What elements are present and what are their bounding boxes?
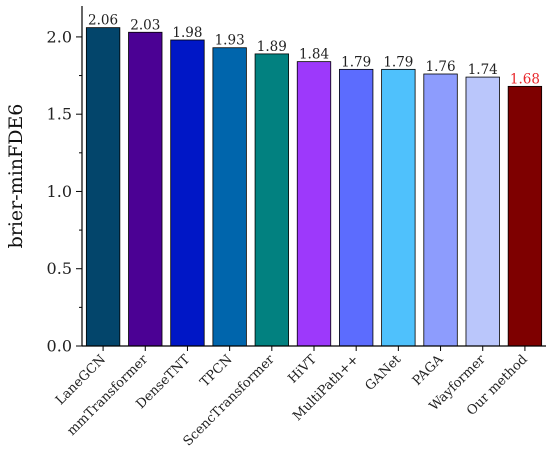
bars-group	[85, 27, 543, 347]
category-label: PAGA	[410, 352, 447, 389]
value-label: 1.74	[468, 62, 498, 78]
y-tick-label: 0.0	[47, 337, 72, 356]
bar-lanegcn	[85, 27, 121, 347]
bar-wayformer	[465, 76, 500, 347]
category-label: TPCN	[197, 352, 235, 390]
value-label: 1.79	[341, 54, 371, 70]
y-axis-title: brier-minFDE6	[5, 104, 27, 249]
y-tick-label: 1.0	[47, 182, 72, 201]
value-label: 1.98	[172, 25, 202, 41]
bar-mmtransformer	[128, 31, 163, 347]
bar-densetnt	[170, 39, 205, 347]
value-label: 2.06	[88, 13, 118, 29]
bar-hivt	[296, 61, 332, 347]
y-tick-label: 2.0	[47, 27, 72, 46]
value-label: 1.76	[426, 59, 456, 75]
value-label: 1.93	[215, 33, 245, 49]
value-labels-group: 2.06 2.03 1.98 1.93 1.89 1.84 1.79 1.79 1.76 1.74…	[88, 13, 540, 88]
bar-ganet	[381, 68, 416, 347]
value-label: 1.84	[299, 47, 329, 63]
bar-scenctransformer	[254, 53, 289, 347]
bar-our-method	[507, 85, 543, 347]
value-label: 1.68	[510, 71, 540, 87]
value-label: 1.89	[257, 39, 287, 55]
value-label: 1.79	[383, 54, 413, 70]
bar-tpcn	[212, 47, 247, 347]
axes-group: 0.0 0.5 1.0 1.5 2.0	[47, 6, 546, 356]
bar-multipath	[339, 68, 374, 347]
value-label: 2.03	[130, 17, 160, 33]
category-label: HiVT	[285, 352, 320, 387]
y-tick-label: 1.5	[47, 105, 72, 124]
y-tick-label: 0.5	[47, 259, 72, 278]
bar-paga	[423, 73, 458, 347]
category-label: GANet	[362, 352, 404, 394]
